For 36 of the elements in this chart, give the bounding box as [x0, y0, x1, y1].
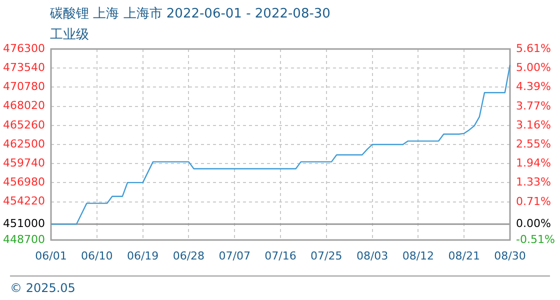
y2-tick-label: 5.00% [516, 60, 551, 74]
y-tick-label: 451000 [3, 216, 45, 230]
y2-tick-label: 1.94% [516, 156, 551, 170]
chart-title: 碳酸锂 上海 上海市 2022-06-01 - 2022-08-30 [49, 6, 330, 22]
y2-tick-label: 5.61% [516, 42, 551, 55]
y2-tick-label: 3.16% [516, 118, 551, 132]
y2-tick-label: 3.77% [516, 99, 551, 112]
y2-tick-label: -0.51% [516, 232, 555, 246]
x-tick-label: 07/07 [218, 249, 250, 262]
x-tick-label: 06/28 [172, 249, 205, 262]
y-tick-label: 473540 [3, 60, 45, 74]
x-tick-label: 08/30 [494, 249, 526, 262]
x-tick-label: 08/12 [402, 249, 434, 262]
y-tick-label: 448700 [3, 232, 45, 246]
y2-tick-label: 2.55% [516, 137, 551, 150]
x-tick-label: 07/16 [264, 249, 296, 262]
y-tick-label: 454220 [3, 194, 45, 208]
chart-subtitle: 工业级 [50, 27, 89, 42]
y2-tick-label: 0.71% [516, 194, 551, 208]
y-tick-label: 470780 [3, 80, 45, 94]
x-tick-label: 07/25 [310, 249, 342, 262]
y-tick-label: 465260 [3, 118, 45, 132]
y-tick-label: 476300 [3, 42, 45, 55]
y2-tick-label: 0.00% [516, 216, 551, 230]
y-tick-label: 456980 [3, 176, 45, 189]
x-tick-label: 08/21 [448, 249, 480, 262]
y-tick-label: 459740 [3, 156, 45, 170]
x-tick-label: 08/03 [356, 249, 388, 262]
x-tick-label: 06/19 [126, 249, 159, 262]
y-tick-label: 468020 [3, 99, 45, 112]
x-tick-label: 06/10 [81, 249, 113, 262]
text: © 2025.05 [10, 281, 76, 296]
y2-tick-label: 4.39% [516, 80, 551, 93]
x-tick-label: 06/01 [35, 249, 67, 262]
y-tick-label: 462500 [3, 137, 45, 150]
y2-tick-label: 1.33% [516, 175, 551, 188]
